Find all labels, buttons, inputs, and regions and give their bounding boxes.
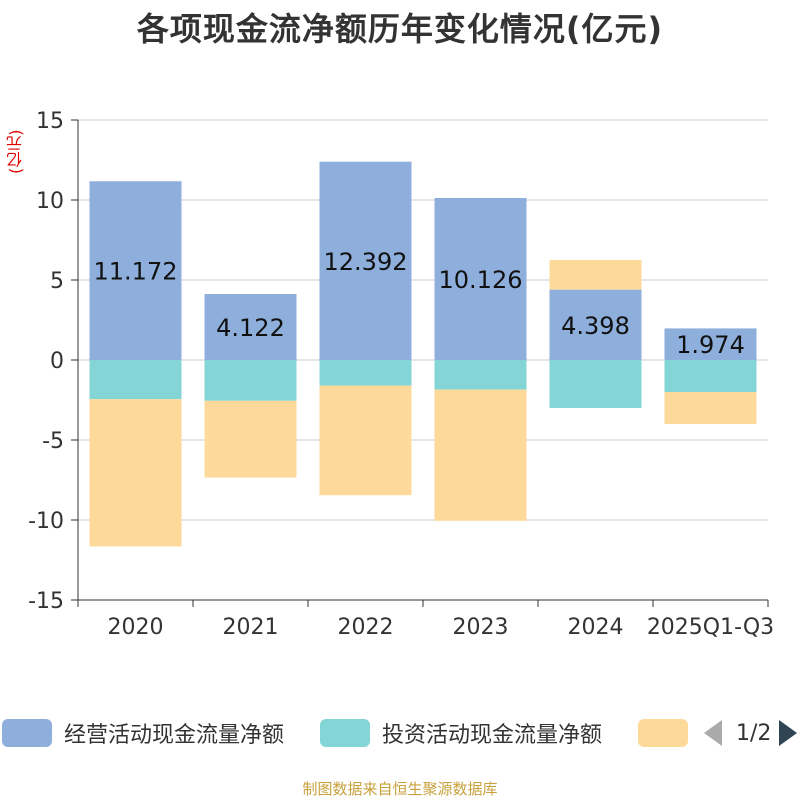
x-tick-label: 2020: [108, 615, 164, 640]
data-label: 11.172: [94, 258, 178, 286]
bar-investing: [664, 360, 757, 392]
data-label: 1.974: [676, 331, 745, 359]
legend-swatch-investing: [320, 719, 370, 747]
legend-item-operating[interactable]: 经营活动现金流量净额: [2, 716, 284, 750]
y-tick-label: 15: [36, 109, 64, 134]
chart-title: 各项现金流净额历年变化情况(亿元): [136, 10, 664, 48]
x-tick-label: 2023: [453, 615, 509, 640]
data-label: 10.126: [439, 266, 523, 294]
data-label: 4.398: [561, 312, 630, 340]
y-tick-label: -15: [28, 589, 64, 614]
x-tick-label: 2022: [338, 615, 394, 640]
legend-item-financing[interactable]: [638, 716, 700, 750]
bar-investing: [549, 360, 642, 408]
legend-item-investing[interactable]: 投资活动现金流量净额: [320, 716, 602, 750]
legend-label-operating: 经营活动现金流量净额: [64, 723, 285, 748]
data-label: 12.392: [324, 248, 408, 276]
pager-text: 1/2: [736, 720, 772, 746]
legend: 经营活动现金流量净额 投资活动现金流量净额: [0, 716, 800, 750]
bar-investing: [89, 360, 182, 400]
pager-prev-icon[interactable]: [704, 720, 722, 746]
legend-swatch-financing: [638, 719, 688, 747]
x-tick-label: 2025Q1-Q3: [647, 615, 774, 640]
bar-financing: [89, 399, 182, 547]
y-tick-label: 10: [36, 189, 64, 214]
pager-next-icon[interactable]: [779, 720, 798, 746]
bar-investing: [319, 360, 412, 386]
y-tick-label: -5: [42, 429, 64, 454]
legend-swatch-operating: [2, 719, 52, 747]
bar-financing: [549, 260, 642, 290]
y-tick-label: -10: [28, 509, 64, 534]
bar-operating: [319, 161, 412, 360]
bar-operating: [434, 197, 527, 360]
legend-label-investing: 投资活动现金流量净额: [382, 723, 603, 748]
bar-operating: [204, 294, 297, 360]
bar-financing: [204, 400, 297, 478]
y-tick-label: 0: [50, 349, 64, 374]
bar-investing: [434, 360, 527, 390]
bar-operating: [549, 289, 642, 360]
bar-operating: [89, 181, 182, 360]
bar-financing: [434, 389, 527, 521]
source-footer: 制图数据来自恒生聚源数据库: [302, 780, 498, 798]
x-tick-label: 2024: [568, 615, 624, 640]
y-tick-label: 5: [50, 269, 64, 294]
bar-operating: [664, 328, 757, 360]
legend-pager: 1/2: [700, 716, 800, 750]
x-tick-label: 2021: [223, 615, 279, 640]
bar-financing: [319, 385, 412, 496]
bar-chart: 15 10 5 0 -5 -10 -15 11.172 4.122 12.392 10.126 4.3…: [28, 109, 774, 640]
data-label: 4.122: [216, 314, 285, 342]
bar-investing: [204, 360, 297, 401]
bar-financing: [664, 392, 757, 424]
